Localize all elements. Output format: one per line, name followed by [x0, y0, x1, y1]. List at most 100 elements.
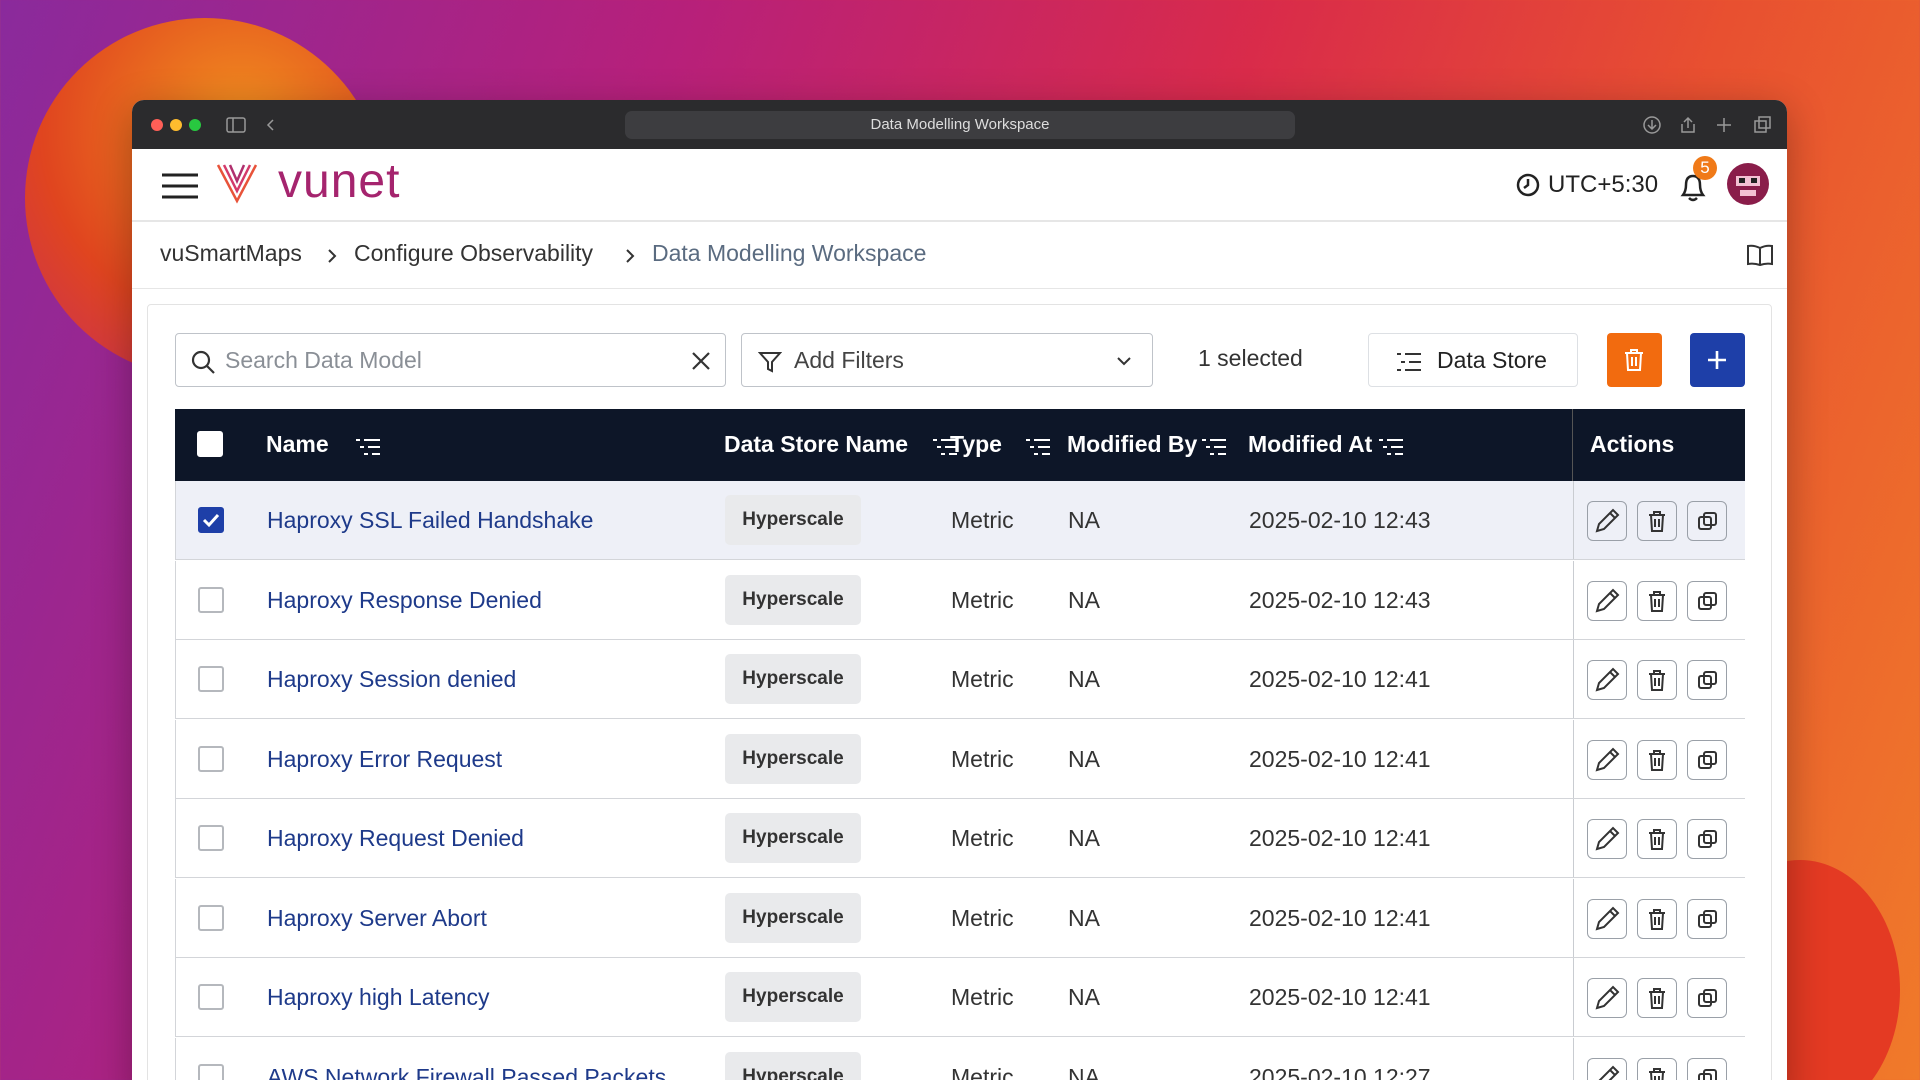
brand: vunet — [278, 155, 401, 208]
table-row: AWS Network Firewall Passed Packets Hyper… — [175, 1037, 1745, 1080]
minimize[interactable] — [170, 119, 182, 131]
data-store-tag: Hyperscale — [725, 972, 861, 1022]
filter-dropdown[interactable]: Add Filters — [741, 333, 1153, 387]
copy-button[interactable] — [1687, 580, 1727, 621]
delete-button[interactable] — [1637, 660, 1677, 700]
model-name[interactable]: Haproxy high Latency — [267, 984, 490, 1010]
row-checkbox[interactable] — [198, 1063, 224, 1080]
modified-by: NA — [1068, 825, 1100, 851]
add-button[interactable] — [1690, 333, 1745, 387]
select-all[interactable] — [197, 431, 223, 457]
edit-button[interactable] — [1587, 739, 1627, 780]
nav-icons[interactable] — [226, 116, 286, 134]
table-row: Haproxy Error Request Hyperscale Metric NA 2… — [175, 719, 1745, 799]
search-box[interactable]: Search Data Model — [175, 333, 726, 387]
copy-button[interactable] — [1687, 660, 1727, 700]
clock-icon — [1516, 173, 1540, 197]
copy-button[interactable] — [1687, 819, 1727, 859]
modified-by: NA — [1068, 1063, 1100, 1080]
data-store-tag: Hyperscale — [725, 1051, 861, 1080]
edit-button[interactable] — [1587, 660, 1627, 700]
sort-button[interactable] — [1026, 436, 1050, 463]
address-bar[interactable]: Data Modelling Workspace — [625, 111, 1295, 139]
data-store-tag: Hyperscale — [725, 892, 861, 943]
delete-button[interactable] — [1637, 819, 1677, 859]
delete-button[interactable] — [1637, 580, 1677, 621]
row-checkbox[interactable] — [198, 745, 224, 772]
docs-icon[interactable] — [1746, 243, 1774, 267]
modified-at: 2025-02-10 12:41 — [1249, 666, 1431, 692]
modified-at: 2025-02-10 12:41 — [1249, 904, 1431, 931]
column-header: Data Store Name — [724, 431, 909, 457]
table-row: Haproxy Server Abort Hyperscale Metric NA 20… — [175, 878, 1745, 958]
modified-at: 2025-02-10 12:41 — [1249, 984, 1431, 1010]
table-row: Haproxy SSL Failed Handshake Hyperscale Me… — [175, 481, 1745, 560]
type: Metric — [951, 745, 1014, 772]
avatar[interactable] — [1726, 162, 1770, 206]
model-name[interactable]: Haproxy Server Abort — [267, 904, 487, 931]
type: Metric — [951, 1063, 1014, 1080]
column-divider — [1573, 878, 1574, 957]
sort-button[interactable] — [1379, 436, 1403, 463]
delete-button[interactable] — [1637, 978, 1677, 1018]
column-header: Type — [950, 431, 1002, 457]
copy-button[interactable] — [1687, 739, 1727, 780]
model-name[interactable]: AWS Network Firewall Passed Packets — [267, 1063, 667, 1080]
edit-button[interactable] — [1587, 580, 1627, 621]
column-divider — [1573, 719, 1574, 798]
edit-button[interactable] — [1587, 501, 1627, 541]
delete-button[interactable] — [1637, 501, 1677, 541]
edit-button[interactable] — [1587, 819, 1627, 859]
clear-search[interactable] — [691, 351, 711, 371]
breadcrumb: vuSmartMaps Configure Observability Data… — [132, 220, 1787, 289]
sort-button[interactable] — [356, 436, 380, 463]
type: Metric — [951, 984, 1014, 1010]
data-store-button[interactable]: Data Store — [1368, 333, 1578, 387]
row-checkbox[interactable] — [198, 586, 224, 613]
modified-by: NA — [1068, 745, 1100, 772]
modified-at: 2025-02-10 12:41 — [1249, 825, 1431, 851]
copy-button[interactable] — [1687, 898, 1727, 939]
model-name[interactable]: Haproxy Request Denied — [267, 825, 524, 851]
selected-count: 1 selected — [1198, 345, 1303, 371]
edit-button[interactable] — [1587, 898, 1627, 939]
delete-button[interactable] — [1637, 898, 1677, 939]
column-divider — [1573, 1037, 1574, 1080]
browser-actions[interactable] — [1642, 114, 1772, 136]
menu-button[interactable] — [162, 173, 198, 199]
row-checkbox[interactable] — [198, 904, 224, 931]
sort-button[interactable] — [1202, 436, 1226, 463]
delete-button[interactable] — [1637, 739, 1677, 780]
type: Metric — [951, 586, 1014, 613]
modified-at: 2025-02-10 12:43 — [1249, 507, 1431, 533]
model-name[interactable]: Haproxy SSL Failed Handshake — [267, 507, 594, 533]
copy-button[interactable] — [1687, 978, 1727, 1018]
timezone[interactable]: UTC+5:30 — [1548, 171, 1659, 198]
copy-button[interactable] — [1687, 501, 1727, 541]
type: Metric — [951, 507, 1014, 533]
model-name[interactable]: Haproxy Error Request — [267, 745, 503, 772]
edit-button[interactable] — [1587, 978, 1627, 1018]
column-header: Actions — [1590, 431, 1675, 457]
sort-button[interactable] — [933, 436, 957, 463]
model-name[interactable]: Haproxy Response Denied — [267, 586, 542, 613]
delete-button[interactable] — [1607, 333, 1662, 387]
row-checkbox[interactable] — [198, 825, 224, 851]
title-bar: Data Modelling Workspace — [132, 100, 1787, 149]
breadcrumb-item[interactable]: Configure Observability — [354, 240, 594, 266]
breadcrumb-item[interactable]: vuSmartMaps — [160, 240, 302, 266]
delete-button[interactable] — [1637, 1057, 1677, 1080]
copy-button[interactable] — [1687, 1057, 1727, 1080]
row-checkbox[interactable] — [198, 666, 224, 692]
row-checkbox[interactable] — [198, 507, 224, 533]
model-name[interactable]: Haproxy Session denied — [267, 666, 517, 692]
close[interactable] — [151, 119, 163, 131]
breadcrumb-current: Data Modelling Workspace — [652, 240, 927, 266]
table-row: Haproxy Response Denied Hyperscale Metric N… — [175, 560, 1745, 640]
edit-button[interactable] — [1587, 1057, 1627, 1080]
maximize[interactable] — [189, 119, 201, 131]
table-row: Haproxy Session denied Hyperscale Metric NA… — [175, 640, 1745, 719]
bell-icon[interactable] — [1677, 171, 1709, 203]
row-checkbox[interactable] — [198, 984, 224, 1010]
